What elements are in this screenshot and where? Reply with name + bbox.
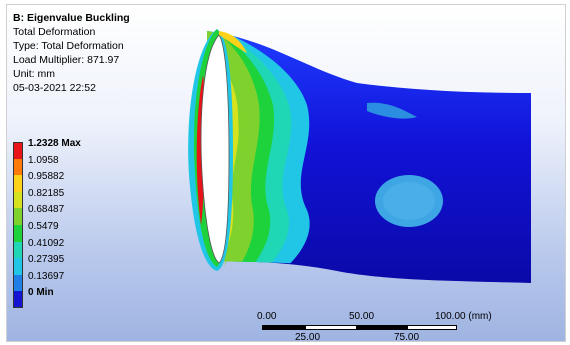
- result-type: Type: Total Deformation: [13, 40, 124, 52]
- legend-row: 0.27395: [13, 254, 81, 275]
- legend-row: 1.0958: [13, 155, 81, 176]
- legend-swatch: [13, 175, 23, 192]
- legend-row: 0.41092: [13, 238, 81, 259]
- scale-segment-1: [262, 325, 305, 330]
- legend-swatch: [13, 142, 23, 159]
- timestamp: 05-03-2021 22:52: [13, 82, 96, 94]
- legend-row: 1.2328 Max: [13, 138, 81, 159]
- scale-segment-2: [305, 325, 357, 330]
- legend-label: 1.2328 Max: [28, 138, 81, 149]
- legend-swatch: [13, 291, 23, 308]
- legend-row: 0.68487: [13, 204, 81, 225]
- scale-label-0: 0.00: [257, 311, 277, 322]
- legend-row: 0.95882: [13, 171, 81, 192]
- legend-label: 0.82185: [28, 187, 65, 199]
- legend-swatch: [13, 158, 23, 176]
- legend-row: 0.5479: [13, 221, 81, 242]
- legend-label: 0.41092: [28, 237, 65, 249]
- legend-label: 0.95882: [28, 171, 65, 183]
- legend-swatch: [13, 241, 23, 259]
- pipe-inner-opening: [200, 34, 230, 264]
- legend-row: 0.82185: [13, 188, 81, 209]
- legend-label: 0 Min: [28, 287, 54, 299]
- legend-label: 0.27395: [28, 254, 65, 266]
- result-info-panel: B: Eigenvalue Buckling Total Deformation…: [13, 11, 130, 95]
- pipe-rim-highlight: [219, 31, 247, 53]
- legend-swatch: [13, 274, 23, 292]
- legend-swatch: [13, 258, 23, 275]
- legend-swatch: [13, 208, 23, 225]
- legend-label: 0.13697: [28, 270, 65, 282]
- legend-row: 0.13697: [13, 271, 81, 292]
- scale-label-25: 25.00: [295, 332, 321, 342]
- scale-bar: 0.00 50.00 100.00 (mm) 25.00 75.00: [257, 311, 492, 342]
- unit-label: Unit: mm: [13, 68, 55, 80]
- legend-label: 0.5479: [28, 220, 59, 232]
- scale-label-100: 100.00 (mm): [435, 311, 492, 322]
- load-multiplier: Load Multiplier: 871.97: [13, 54, 120, 66]
- scale-segment-3: [357, 325, 407, 330]
- result-name: Total Deformation: [13, 26, 96, 38]
- legend-label: 0.68487: [28, 204, 65, 216]
- legend-swatch: [13, 191, 23, 209]
- buckled-pipe-model[interactable]: [7, 5, 565, 341]
- graphics-viewport[interactable]: B: Eigenvalue Buckling Total Deformation…: [6, 4, 566, 342]
- scale-label-75: 75.00: [394, 332, 420, 342]
- scale-segment-4: [407, 325, 457, 330]
- contour-legend: 1.2328 Max 1.0958 0.95882 0.82185 0.68487 0.5…: [13, 138, 81, 308]
- scale-label-50: 50.00: [349, 311, 375, 322]
- legend-label: 1.0958: [28, 154, 59, 166]
- legend-row: 0 Min: [13, 287, 81, 308]
- analysis-title: B: Eigenvalue Buckling: [13, 12, 130, 24]
- legend-swatch: [13, 224, 23, 242]
